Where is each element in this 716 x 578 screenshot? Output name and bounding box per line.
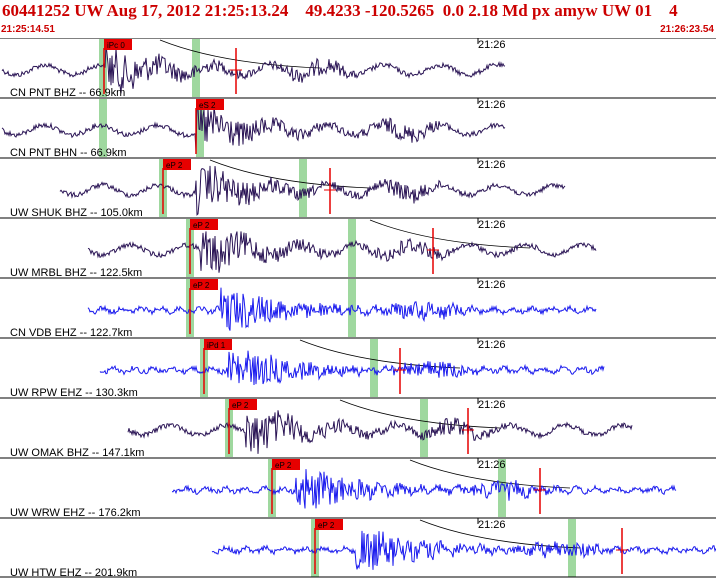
- pick-label: eP 2: [193, 281, 210, 290]
- pick-label-box[interactable]: [204, 339, 232, 350]
- minute-label: 21:26: [478, 39, 506, 51]
- station-label: UW WRW EHZ -- 176.2km: [10, 507, 141, 519]
- pick-label: eS 2: [199, 101, 216, 110]
- time-window-band: [420, 399, 428, 457]
- trace-row[interactable]: 21:26 iPd 1 UW RPW EHZ -- 130.3km: [0, 337, 716, 399]
- waveform-trace[interactable]: [87, 287, 597, 331]
- pick-label: eP 2: [318, 521, 335, 530]
- pick-label-box[interactable]: [229, 399, 257, 410]
- pick-label-box[interactable]: [190, 279, 218, 290]
- end-time: 21:26:23.54: [660, 24, 714, 35]
- time-window-band: [99, 99, 107, 157]
- pick-label-box[interactable]: [190, 219, 218, 230]
- trace-row[interactable]: 21:26 eP 2 UW MRBL BHZ -- 122.5km: [0, 217, 716, 279]
- minute-label: 21:26: [478, 219, 506, 231]
- station-label: CN PNT BHZ -- 66.9km: [10, 87, 125, 99]
- minute-label: 21:26: [478, 519, 506, 531]
- station-label: CN PNT BHN -- 66.9km: [10, 147, 127, 159]
- station-label: UW MRBL BHZ -- 122.5km: [10, 267, 142, 279]
- traveltime-curve: [159, 39, 321, 69]
- time-window-band: [348, 219, 356, 277]
- waveform-trace[interactable]: [211, 530, 716, 570]
- pick-label: iPd 1: [207, 341, 226, 350]
- traveltime-curve: [369, 219, 531, 249]
- waveform-trace[interactable]: [1, 105, 506, 152]
- waveform-trace[interactable]: [127, 410, 633, 454]
- pick-label-box[interactable]: [272, 459, 300, 470]
- station-label: UW OMAK BHZ -- 147.1km: [10, 447, 144, 459]
- traveltime-curve: [339, 399, 501, 429]
- waveform-trace[interactable]: [87, 231, 597, 273]
- minute-label: 21:26: [478, 279, 506, 291]
- minute-label: 21:26: [478, 159, 506, 171]
- traveltime-curve: [299, 339, 461, 369]
- trace-row[interactable]: 21:26 eP 2 UW SHUK BHZ -- 105.0km: [0, 157, 716, 219]
- time-window-band: [99, 39, 107, 97]
- station-label: CN VDB EHZ -- 122.7km: [10, 327, 132, 339]
- waveform-trace[interactable]: [171, 469, 677, 509]
- trace-row[interactable]: 21:26 eP 2 UW HTW EHZ -- 201.9km: [0, 517, 716, 578]
- trace-row[interactable]: 21:26 eP 2 UW OMAK BHZ -- 147.1km: [0, 397, 716, 459]
- pick-label: eP 2: [193, 221, 210, 230]
- station-label: UW RPW EHZ -- 130.3km: [10, 387, 138, 399]
- pick-label-box[interactable]: [315, 519, 343, 530]
- time-window-band: [348, 279, 356, 337]
- traveltime-curve: [409, 459, 571, 489]
- seismogram-panel[interactable]: 21:26 iPc 0 CN PNT BHZ -- 66.9km 21:26 eS 2 C…: [0, 38, 716, 578]
- start-time: 21:25:14.51: [1, 24, 55, 35]
- pick-label: iPc 0: [107, 41, 125, 50]
- time-window-band: [299, 159, 307, 217]
- trace-row[interactable]: 21:26 eP 2 UW WRW EHZ -- 176.2km: [0, 457, 716, 519]
- trace-row[interactable]: 21:26 iPc 0 CN PNT BHZ -- 66.9km: [0, 38, 716, 99]
- station-label: UW HTW EHZ -- 201.9km: [10, 567, 137, 578]
- pick-label-box[interactable]: [163, 159, 191, 170]
- traveltime-curve: [209, 159, 371, 189]
- header-bar: 60441252 UW Aug 17, 2012 21:25:13.24 49.…: [0, 0, 716, 38]
- event-title: 60441252 UW Aug 17, 2012 21:25:13.24 49.…: [2, 1, 678, 20]
- waveform-trace[interactable]: [59, 165, 566, 216]
- waveform-trace[interactable]: [1, 45, 506, 94]
- time-window-band: [498, 459, 506, 517]
- pick-label-box[interactable]: [196, 99, 224, 110]
- station-label: UW SHUK BHZ -- 105.0km: [10, 207, 143, 219]
- minute-label: 21:26: [478, 399, 506, 411]
- minute-label: 21:26: [478, 339, 506, 351]
- pick-label-box[interactable]: [104, 39, 132, 50]
- minute-label: 21:26: [478, 99, 506, 111]
- trace-row[interactable]: 21:26 eS 2 CN PNT BHN -- 66.9km: [0, 97, 716, 159]
- waveform-trace[interactable]: [99, 350, 605, 386]
- trace-row[interactable]: 21:26 eP 2 CN VDB EHZ -- 122.7km: [0, 277, 716, 339]
- pick-label: eP 2: [166, 161, 183, 170]
- pick-label: eP 2: [232, 401, 249, 410]
- minute-label: 21:26: [478, 459, 506, 471]
- pick-label: eP 2: [275, 461, 292, 470]
